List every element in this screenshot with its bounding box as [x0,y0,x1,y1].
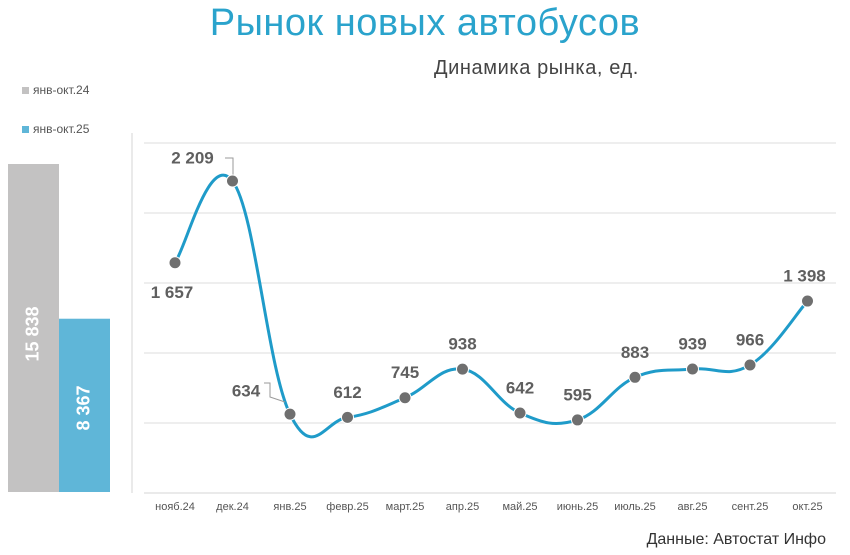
legend-swatch [22,126,29,133]
data-point [571,413,584,427]
data-label: 642 [506,378,534,397]
data-label: 939 [678,334,706,353]
x-axis-ticks: нояб.24 дек.24 янв.25 февр.25 март.25 апр.25 м… [155,501,822,513]
data-point [628,370,642,384]
data-label: 595 [563,385,591,404]
x-tick-label: авг.25 [678,501,708,513]
x-tick-label: май.25 [502,501,537,513]
x-tick-label: дек.24 [216,501,249,513]
line-path [173,173,809,439]
data-point [226,174,239,188]
summary-bars: 15 838 8 367 [8,164,110,492]
line-series: 1 657 2 209 634 612 745 938 642 595 883 939 966 1 3… [151,148,826,439]
x-tick-label: июль.25 [614,501,656,513]
x-tick-label: март.25 [386,501,425,513]
legend-label: янв-окт.24 [33,83,90,97]
data-point [801,294,814,308]
bar-prev-year [8,164,59,492]
bar-curr-year [59,318,110,492]
data-point [168,256,182,270]
bar-value-label: 8 367 [73,385,93,430]
x-tick-label: февр.25 [326,501,368,513]
x-tick-label: апр.25 [446,501,479,513]
x-tick-label: сент.25 [732,501,769,513]
data-point [456,362,469,376]
legend: янв-окт.24 янв-окт.25 [22,83,90,136]
data-point [283,407,297,421]
data-label: 634 [232,382,261,401]
data-label: 745 [391,363,419,382]
chart-subtitle: Динамика рынка, ед. [434,57,639,79]
x-tick-label: нояб.24 [155,501,195,513]
data-point [743,358,757,372]
leader-line [264,382,286,403]
data-label: 966 [736,330,764,349]
data-point [341,410,354,424]
data-label: 883 [621,343,649,362]
x-tick-label: июнь.25 [557,501,599,513]
x-tick-label: окт.25 [792,501,822,513]
data-source: Данные: Автостат Инфо [646,531,826,548]
data-label: 938 [448,335,476,354]
data-label: 1 657 [151,283,194,302]
data-label: 1 398 [783,267,826,286]
data-label: 612 [333,383,361,402]
data-label: 2 209 [171,148,214,167]
leader-line [225,157,234,178]
chart-title: Рынок новых автобусов [209,2,641,44]
legend-label: янв-окт.25 [33,122,90,136]
data-point [513,406,527,420]
data-point [398,391,412,405]
x-tick-label: янв.25 [273,501,306,513]
bar-value-label: 15 838 [22,306,42,361]
data-point [686,362,699,376]
gridlines [131,133,836,494]
legend-swatch [22,87,29,94]
